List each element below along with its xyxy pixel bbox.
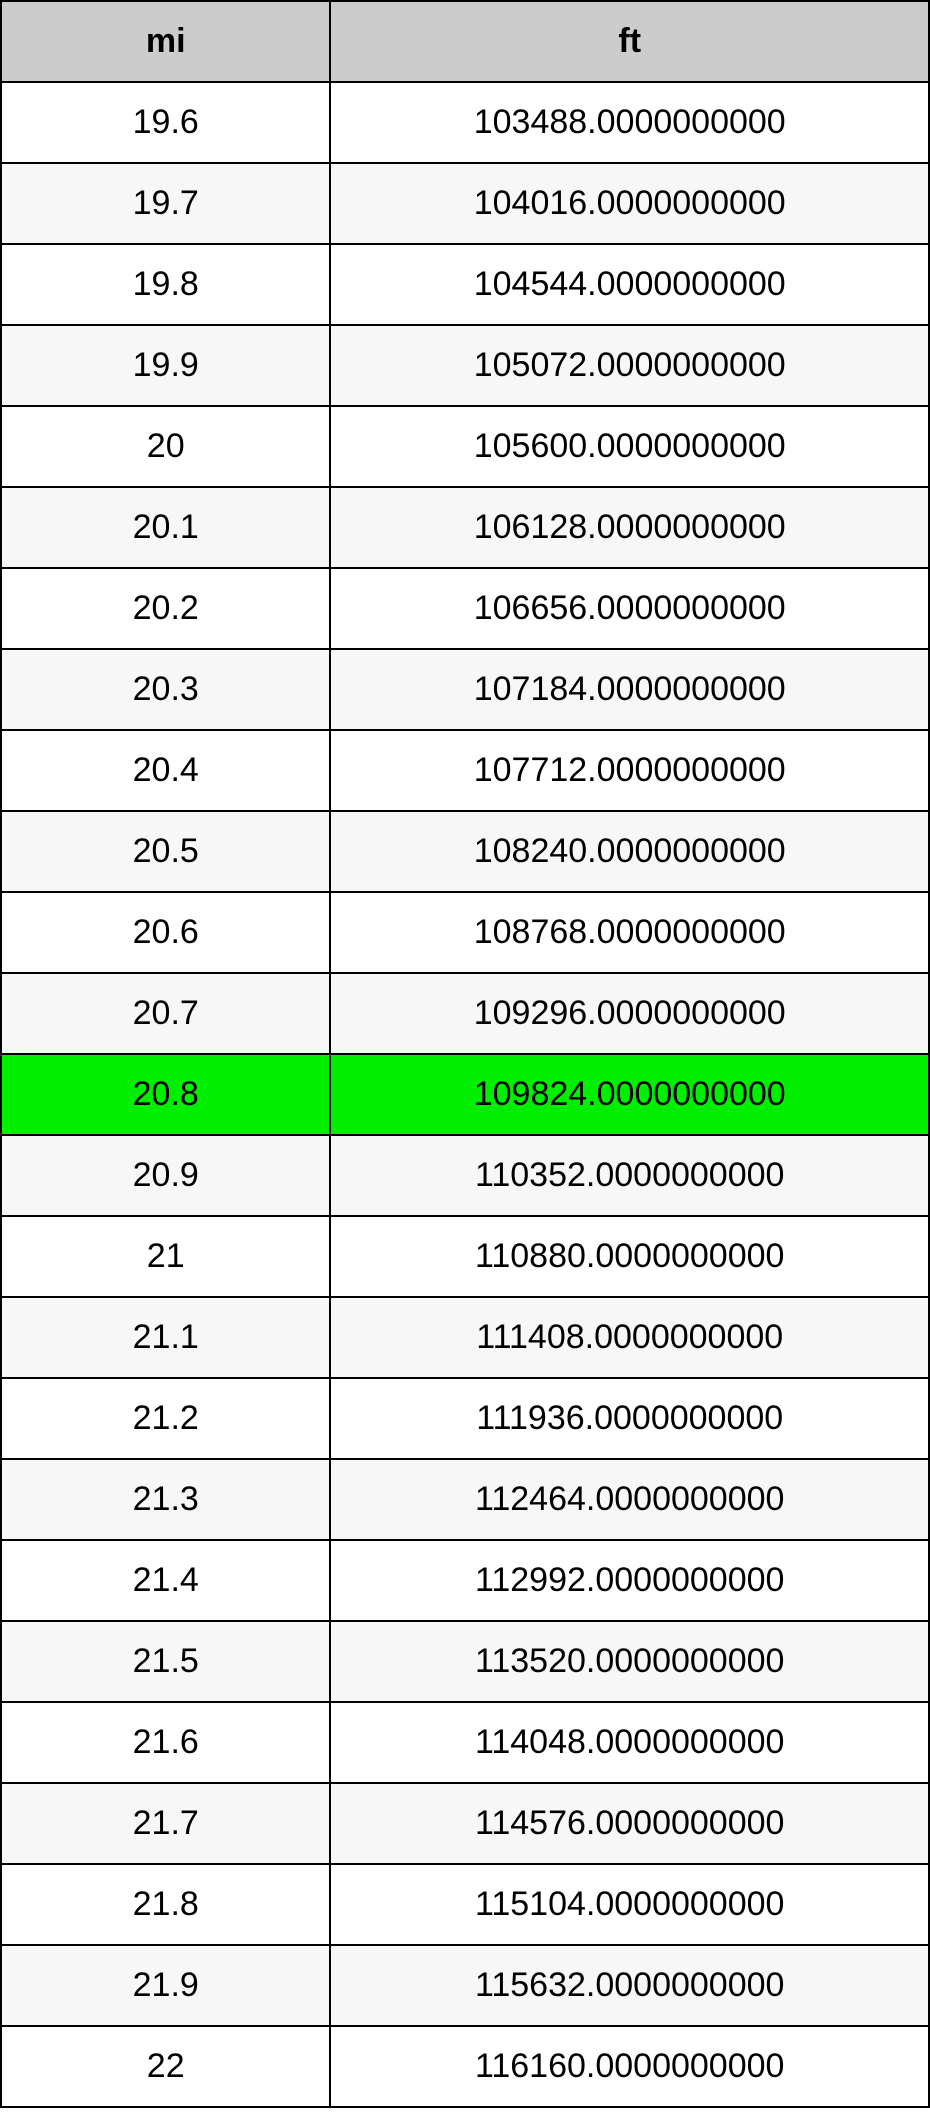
table-row: 21.9115632.0000000000 xyxy=(1,1945,929,2026)
table-row: 20105600.0000000000 xyxy=(1,406,929,487)
cell-mi: 21.3 xyxy=(1,1459,330,1540)
cell-mi: 20.8 xyxy=(1,1054,330,1135)
cell-mi: 20.3 xyxy=(1,649,330,730)
table-row: 20.6108768.0000000000 xyxy=(1,892,929,973)
table-header-row: mi ft xyxy=(1,1,929,82)
table-row: 20.1106128.0000000000 xyxy=(1,487,929,568)
cell-mi: 20.9 xyxy=(1,1135,330,1216)
cell-ft: 112992.0000000000 xyxy=(330,1540,929,1621)
table-row: 20.5108240.0000000000 xyxy=(1,811,929,892)
column-header-ft: ft xyxy=(330,1,929,82)
cell-ft: 105072.0000000000 xyxy=(330,325,929,406)
cell-ft: 103488.0000000000 xyxy=(330,82,929,163)
cell-mi: 20.1 xyxy=(1,487,330,568)
cell-mi: 22 xyxy=(1,2026,330,2107)
cell-ft: 107712.0000000000 xyxy=(330,730,929,811)
table-head: mi ft xyxy=(1,1,929,82)
cell-ft: 107184.0000000000 xyxy=(330,649,929,730)
cell-mi: 20.5 xyxy=(1,811,330,892)
cell-mi: 21.4 xyxy=(1,1540,330,1621)
cell-ft: 109296.0000000000 xyxy=(330,973,929,1054)
cell-ft: 106128.0000000000 xyxy=(330,487,929,568)
cell-mi: 20.2 xyxy=(1,568,330,649)
cell-mi: 21.5 xyxy=(1,1621,330,1702)
cell-ft: 114576.0000000000 xyxy=(330,1783,929,1864)
table-row: 20.8109824.0000000000 xyxy=(1,1054,929,1135)
cell-ft: 109824.0000000000 xyxy=(330,1054,929,1135)
cell-mi: 20.4 xyxy=(1,730,330,811)
cell-ft: 105600.0000000000 xyxy=(330,406,929,487)
cell-mi: 19.8 xyxy=(1,244,330,325)
table-row: 21.5113520.0000000000 xyxy=(1,1621,929,1702)
cell-ft: 108768.0000000000 xyxy=(330,892,929,973)
cell-ft: 115632.0000000000 xyxy=(330,1945,929,2026)
table-row: 21.1111408.0000000000 xyxy=(1,1297,929,1378)
table-row: 20.3107184.0000000000 xyxy=(1,649,929,730)
cell-ft: 110352.0000000000 xyxy=(330,1135,929,1216)
table-body: 19.6103488.000000000019.7104016.00000000… xyxy=(1,82,929,2107)
cell-ft: 112464.0000000000 xyxy=(330,1459,929,1540)
table-row: 19.7104016.0000000000 xyxy=(1,163,929,244)
cell-mi: 21.6 xyxy=(1,1702,330,1783)
cell-mi: 21.2 xyxy=(1,1378,330,1459)
cell-mi: 21 xyxy=(1,1216,330,1297)
cell-ft: 111936.0000000000 xyxy=(330,1378,929,1459)
cell-mi: 20.7 xyxy=(1,973,330,1054)
table-row: 19.9105072.0000000000 xyxy=(1,325,929,406)
cell-mi: 21.9 xyxy=(1,1945,330,2026)
conversion-table: mi ft 19.6103488.000000000019.7104016.00… xyxy=(0,0,930,2108)
table-row: 20.2106656.0000000000 xyxy=(1,568,929,649)
cell-ft: 110880.0000000000 xyxy=(330,1216,929,1297)
cell-ft: 111408.0000000000 xyxy=(330,1297,929,1378)
cell-mi: 21.8 xyxy=(1,1864,330,1945)
table-row: 21.2111936.0000000000 xyxy=(1,1378,929,1459)
table-row: 20.7109296.0000000000 xyxy=(1,973,929,1054)
table-row: 19.8104544.0000000000 xyxy=(1,244,929,325)
cell-mi: 19.6 xyxy=(1,82,330,163)
cell-ft: 116160.0000000000 xyxy=(330,2026,929,2107)
table-row: 19.6103488.0000000000 xyxy=(1,82,929,163)
cell-ft: 115104.0000000000 xyxy=(330,1864,929,1945)
cell-mi: 19.7 xyxy=(1,163,330,244)
conversion-table-container: mi ft 19.6103488.000000000019.7104016.00… xyxy=(0,0,930,2108)
cell-ft: 104544.0000000000 xyxy=(330,244,929,325)
cell-ft: 104016.0000000000 xyxy=(330,163,929,244)
table-row: 21.4112992.0000000000 xyxy=(1,1540,929,1621)
table-row: 21.6114048.0000000000 xyxy=(1,1702,929,1783)
table-row: 20.4107712.0000000000 xyxy=(1,730,929,811)
cell-mi: 20.6 xyxy=(1,892,330,973)
cell-ft: 113520.0000000000 xyxy=(330,1621,929,1702)
table-row: 21.8115104.0000000000 xyxy=(1,1864,929,1945)
column-header-mi: mi xyxy=(1,1,330,82)
cell-mi: 19.9 xyxy=(1,325,330,406)
cell-ft: 114048.0000000000 xyxy=(330,1702,929,1783)
cell-ft: 106656.0000000000 xyxy=(330,568,929,649)
cell-mi: 21.7 xyxy=(1,1783,330,1864)
cell-mi: 20 xyxy=(1,406,330,487)
cell-ft: 108240.0000000000 xyxy=(330,811,929,892)
table-row: 20.9110352.0000000000 xyxy=(1,1135,929,1216)
table-row: 22116160.0000000000 xyxy=(1,2026,929,2107)
table-row: 21110880.0000000000 xyxy=(1,1216,929,1297)
table-row: 21.7114576.0000000000 xyxy=(1,1783,929,1864)
table-row: 21.3112464.0000000000 xyxy=(1,1459,929,1540)
cell-mi: 21.1 xyxy=(1,1297,330,1378)
